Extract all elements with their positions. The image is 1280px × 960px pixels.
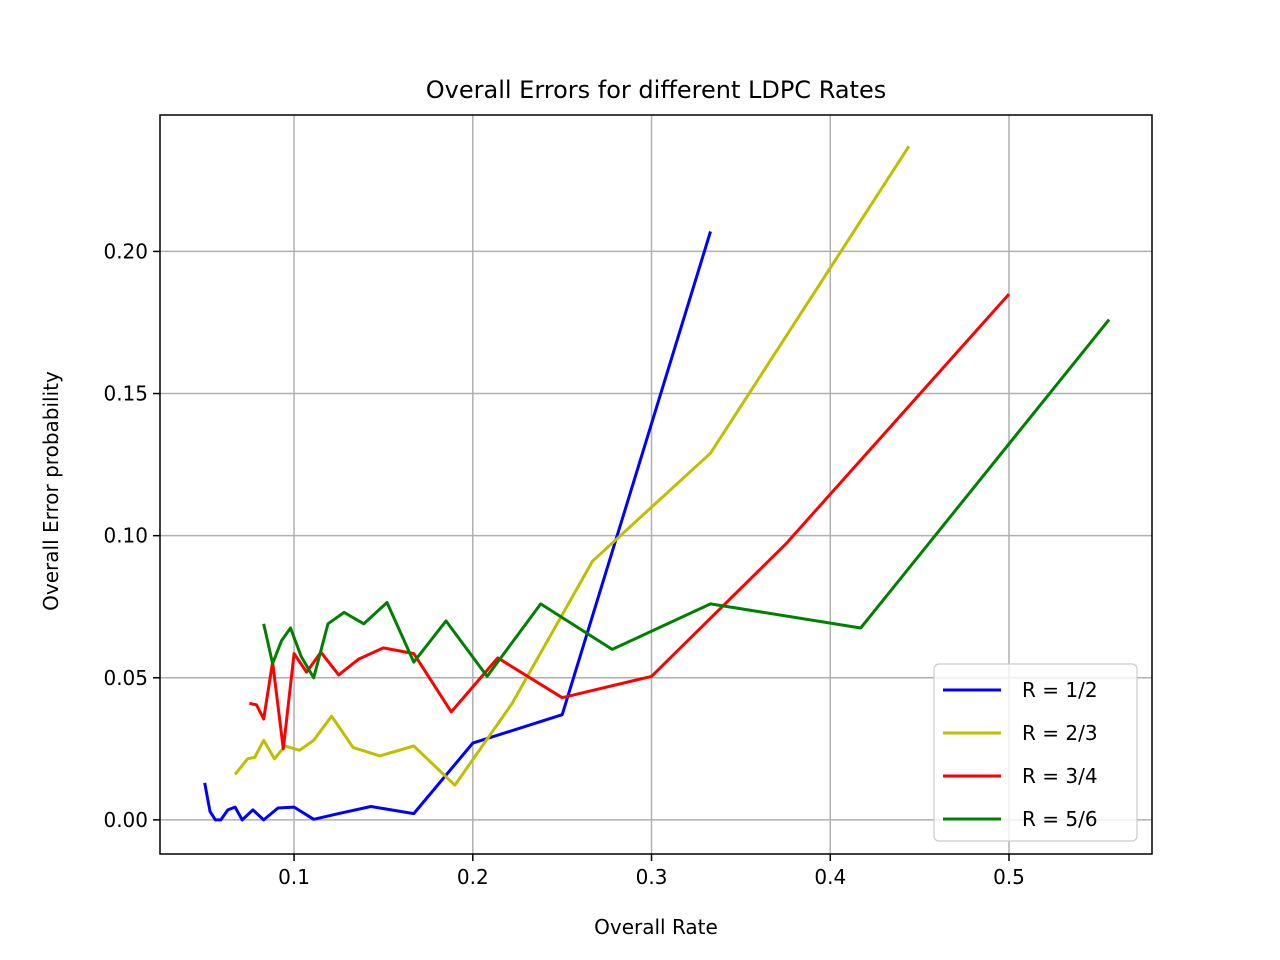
- y-axis-label: Overall Error probability: [39, 371, 63, 611]
- series-lines: [203, 145, 1111, 822]
- series-line-3: [249, 293, 1011, 751]
- y-tick-label: 0.10: [103, 524, 148, 548]
- y-tick-label: 0.15: [103, 382, 148, 406]
- y-tick-label: 0.00: [103, 808, 148, 832]
- plot-frame: [159, 114, 1153, 855]
- legend-label-2: R = 2/3: [1022, 721, 1098, 745]
- x-tick-label: 0.5: [993, 865, 1025, 889]
- x-tick-label: 0.2: [457, 865, 489, 889]
- axis-ticks: 0.1 0.2 0.3 0.4 0.5 0.00 0.05 0.10 0.15 0.20: [103, 239, 1024, 889]
- y-tick-label: 0.05: [103, 666, 148, 690]
- legend-label-3: R = 3/4: [1022, 764, 1098, 788]
- series-line-1: [203, 231, 712, 822]
- x-tick-label: 0.4: [814, 865, 846, 889]
- chart-title: Overall Errors for different LDPC Rates: [426, 76, 886, 104]
- legend: R = 1/2 R = 2/3 R = 3/4 R = 5/6: [933, 663, 1138, 842]
- y-tick-label: 0.20: [103, 239, 148, 263]
- x-axis-label: Overall Rate: [594, 915, 718, 939]
- legend-label-4: R = 5/6: [1022, 807, 1098, 831]
- series-line-4: [262, 318, 1111, 680]
- legend-label-1: R = 1/2: [1022, 678, 1098, 702]
- x-tick-label: 0.3: [636, 865, 668, 889]
- x-tick-label: 0.1: [278, 865, 310, 889]
- series-line-2: [233, 145, 911, 787]
- legend-box: [933, 663, 1138, 842]
